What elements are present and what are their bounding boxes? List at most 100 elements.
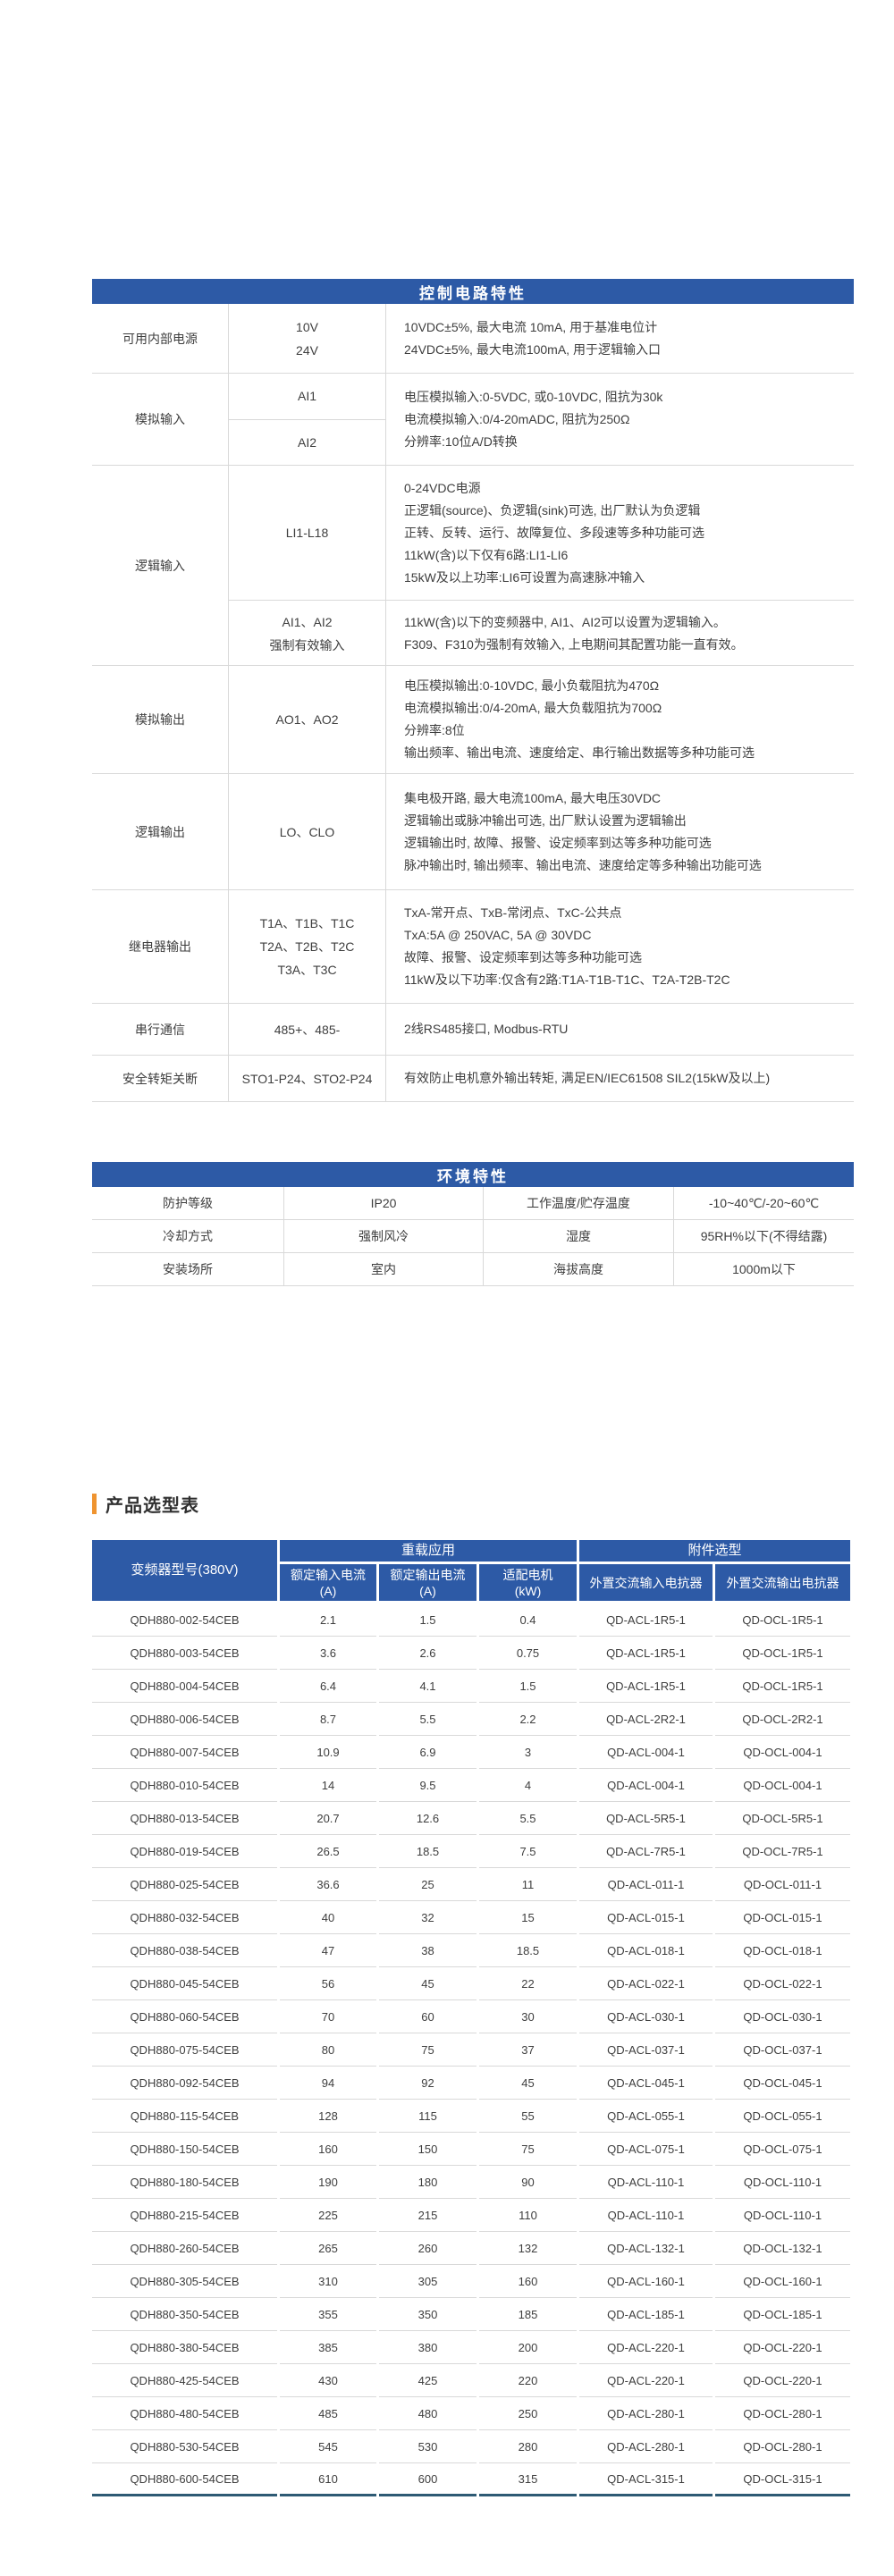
output-current-cell: 215 (379, 2199, 477, 2232)
input-reactor-cell: QD-ACL-004-1 (579, 1736, 713, 1769)
spec-description-line: 正转、反转、运行、故障复位、多段速等多种功能可选 (404, 525, 704, 540)
input-reactor-cell: QD-ACL-030-1 (579, 2000, 713, 2033)
table-row: QDH880-380-54CEB 385 380 200 QD-ACL-220-1 QD-… (92, 2331, 853, 2364)
input-reactor-cell: QD-ACL-185-1 (579, 2298, 713, 2331)
input-reactor-cell: QD-ACL-160-1 (579, 2265, 713, 2298)
env-table-title-bar: 环境特性 (92, 1162, 854, 1187)
input-current-cell: 3.6 (280, 1637, 376, 1670)
env-attribute-label: 海拔高度 (484, 1253, 674, 1285)
input-reactor-cell: QD-ACL-280-1 (579, 2397, 713, 2430)
output-current-cell: 530 (379, 2430, 477, 2463)
input-current-cell: 8.7 (280, 1703, 376, 1736)
control-circuit-table: 控制电路特性 可用内部电源 10V 24V 10VDC±5%, 最大电流 10mA, … (92, 279, 854, 1102)
header-input-reactor: 外置交流输入电抗器 (579, 1564, 713, 1601)
env-attribute-value: 1000m以下 (732, 1262, 796, 1276)
spec-subrow: AO1、AO2 电压模拟输出:0-10VDC, 最小负载阻抗为470Ω 电流模拟输出… (229, 666, 854, 773)
output-reactor-cell: QD-OCL-011-1 (715, 1868, 850, 1901)
motor-power-cell: 18.5 (479, 1934, 577, 1967)
motor-power-cell: 7.5 (479, 1835, 577, 1868)
env-attribute-label: 安装场所 (92, 1253, 284, 1285)
input-current-cell: 485 (280, 2397, 376, 2430)
control-table-body: 可用内部电源 10V 24V 10VDC±5%, 最大电流 10mA, 用于基准电位计… (92, 304, 854, 1102)
spec-row: 逻辑输入 LI1-L18 0-24VDC电源 正逻辑(source)、负逻辑(sink… (92, 465, 854, 666)
spec-description-line: 11kW及以下功率:仅含有2路:T1A-T1B-T1C、T2A-T2B-T2C (404, 972, 730, 987)
output-current-cell: 18.5 (379, 1835, 477, 1868)
input-current-cell: 610 (280, 2463, 376, 2496)
terminal-cell: 485+、485- (229, 1004, 386, 1055)
spec-description-line: 11kW(含)以下仅有6路:LI1-LI6 (404, 547, 569, 562)
input-reactor-cell: QD-ACL-037-1 (579, 2033, 713, 2067)
output-reactor-cell: QD-OCL-018-1 (715, 1934, 850, 1967)
input-current-cell: 70 (280, 2000, 376, 2033)
env-table-title: 环境特性 (437, 1167, 509, 1185)
output-reactor-cell: QD-OCL-132-1 (715, 2232, 850, 2265)
header-motor-line1: 适配电机 (502, 1567, 553, 1582)
output-reactor-cell: QD-OCL-045-1 (715, 2067, 850, 2100)
spec-row-content: 485+、485- 2线RS485接口, Modbus-RTU (229, 1004, 854, 1055)
spec-description-line: 逻辑输出或脉冲输出可选, 出厂默认设置为逻辑输出 (404, 812, 687, 828)
input-current-cell: 36.6 (280, 1868, 376, 1901)
input-current-cell: 225 (280, 2199, 376, 2232)
terminal-cell: 10V 24V (229, 304, 386, 373)
env-attribute-value: IP20 (284, 1187, 484, 1219)
spec-row: 可用内部电源 10V 24V 10VDC±5%, 最大电流 10mA, 用于基准电位计… (92, 304, 854, 373)
title-accent-bar (92, 1493, 97, 1514)
header-input-current-line1: 额定输入电流 (291, 1567, 366, 1582)
output-reactor-cell: QD-OCL-004-1 (715, 1736, 850, 1769)
motor-power-cell: 45 (479, 2067, 577, 2100)
input-current-cell: 40 (280, 1901, 376, 1934)
table-row: QDH880-305-54CEB 310 305 160 QD-ACL-160-1 QD-… (92, 2265, 853, 2298)
input-reactor-cell: QD-ACL-075-1 (579, 2133, 713, 2166)
spec-category-label: 模拟输入 (92, 374, 229, 465)
output-reactor-cell: QD-OCL-220-1 (715, 2331, 850, 2364)
spec-subrow: LI1-L18 0-24VDC电源 正逻辑(source)、负逻辑(sink)可选,… (229, 466, 854, 600)
spec-description-line: 有效防止电机意外输出转矩, 满足EN/IEC61508 SIL2(15kW及以上… (404, 1071, 771, 1085)
model-cell: QDH880-092-54CEB (92, 2067, 277, 2100)
table-row: QDH880-480-54CEB 485 480 250 QD-ACL-280-1 QD-… (92, 2397, 853, 2430)
motor-power-cell: 132 (479, 2232, 577, 2265)
spec-description-line: F309、F310为强制有效输入, 上电期间其配置功能一直有效。 (404, 636, 744, 652)
output-reactor-cell: QD-OCL-075-1 (715, 2133, 850, 2166)
terminal-label: T3A、T3C (277, 963, 337, 977)
output-current-cell: 180 (379, 2166, 477, 2199)
terminal-cell: T1A、T1B、T1C T2A、T2B、T2C T3A、T3C (229, 890, 386, 1003)
output-reactor-cell: QD-OCL-1R5-1 (715, 1604, 850, 1637)
output-reactor-cell: QD-OCL-160-1 (715, 2265, 850, 2298)
terminal-cell: AO1、AO2 (229, 666, 386, 773)
terminal-label: 强制有效输入 (269, 637, 345, 652)
terminal-label: 24V (296, 342, 318, 358)
terminal-label: 485+、485- (274, 1022, 341, 1037)
spec-description-line: 电流模拟输出:0/4-20mA, 最大负载阻抗为700Ω (404, 701, 662, 715)
model-cell: QDH880-350-54CEB (92, 2298, 277, 2331)
spec-subrow: T1A、T1B、T1C T2A、T2B、T2C T3A、T3C TxA-常开点、TxB… (229, 890, 854, 1003)
output-current-cell: 45 (379, 1967, 477, 2000)
model-cell: QDH880-038-54CEB (92, 1934, 277, 1967)
spec-description-cell: 2线RS485接口, Modbus-RTU (386, 1004, 854, 1055)
model-cell: QDH880-530-54CEB (92, 2430, 277, 2463)
output-current-cell: 9.5 (379, 1769, 477, 1802)
spec-row: 继电器输出 T1A、T1B、T1C T2A、T2B、T2C T3A、T3C TxA-常开… (92, 889, 854, 1003)
spec-row: 串行通信 485+、485- 2线RS485接口, Modbus-RTU (92, 1003, 854, 1055)
spec-description-line: 15kW及以上功率:LI6可设置为高速脉冲输入 (404, 569, 645, 585)
selection-section-title: 产品选型表 (92, 1489, 199, 1518)
output-reactor-cell: QD-OCL-022-1 (715, 1967, 850, 2000)
table-row: QDH880-215-54CEB 225 215 110 QD-ACL-110-1 QD-… (92, 2199, 853, 2232)
spec-description-line: 分辨率:8位 (404, 723, 465, 737)
input-reactor-cell: QD-ACL-1R5-1 (579, 1604, 713, 1637)
output-reactor-cell: QD-OCL-5R5-1 (715, 1802, 850, 1835)
table-row: QDH880-425-54CEB 430 425 220 QD-ACL-220-1 QD-… (92, 2364, 853, 2397)
spec-description-line: 10VDC±5%, 最大电流 10mA, 用于基准电位计 (404, 319, 658, 334)
input-reactor-cell: QD-ACL-045-1 (579, 2067, 713, 2100)
output-reactor-cell: QD-OCL-037-1 (715, 2033, 850, 2067)
spec-description-line: 0-24VDC电源 (404, 480, 481, 495)
input-current-cell: 80 (280, 2033, 376, 2067)
input-reactor-cell: QD-ACL-315-1 (579, 2463, 713, 2496)
terminal-label: AI1、AI2 (282, 614, 333, 629)
table-row: QDH880-032-54CEB 40 32 15 QD-ACL-015-1 QD-OCL… (92, 1901, 853, 1934)
spec-row-content: LI1-L18 0-24VDC电源 正逻辑(source)、负逻辑(sink)可选,… (229, 466, 854, 666)
table-row: QDH880-025-54CEB 36.6 25 11 QD-ACL-011-1 QD-O… (92, 1868, 853, 1901)
spec-description-line: 分辨率:10位A/D转换 (404, 434, 518, 449)
terminal-label: STO1-P24、STO2-P24 (241, 1071, 373, 1086)
output-current-cell: 350 (379, 2298, 477, 2331)
env-row: 安装场所 室内 海拔高度 1000m以下 (92, 1253, 854, 1286)
